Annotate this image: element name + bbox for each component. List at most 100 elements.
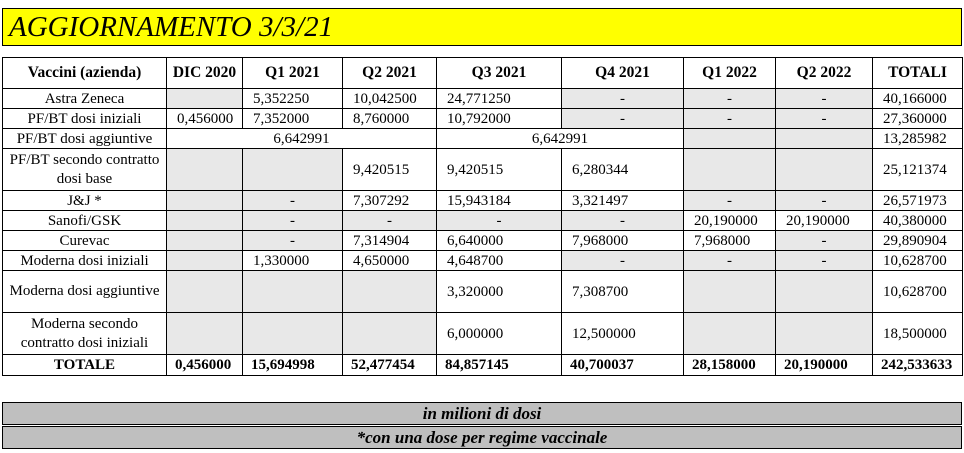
table-cell[interactable]: [242, 312, 343, 355]
table-cell[interactable]: 0,456000: [166, 354, 243, 376]
header-cell[interactable]: Q2 2022: [775, 57, 873, 89]
table-cell[interactable]: 10,628700: [872, 250, 963, 271]
table-cell[interactable]: 20,190000: [775, 354, 873, 376]
table-cell[interactable]: Sanofi/GSK: [2, 210, 167, 231]
table-cell[interactable]: -: [561, 108, 684, 129]
table-cell[interactable]: 5,352250: [242, 88, 343, 109]
table-cell[interactable]: 242,533633: [872, 354, 963, 376]
table-cell[interactable]: 10,792000: [436, 108, 562, 129]
table-cell[interactable]: [683, 270, 776, 313]
table-cell[interactable]: Moderna dosi iniziali: [2, 250, 167, 271]
table-cell[interactable]: 1,330000: [242, 250, 343, 271]
table-cell[interactable]: [242, 148, 343, 191]
table-cell[interactable]: -: [775, 108, 873, 129]
table-cell[interactable]: 25,121374: [872, 148, 963, 191]
table-cell[interactable]: PF/BT dosi aggiuntive: [2, 128, 167, 149]
header-cell[interactable]: TOTALI: [872, 57, 963, 89]
table-cell[interactable]: 26,571973: [872, 190, 963, 211]
table-cell[interactable]: 15,694998: [242, 354, 343, 376]
header-cell[interactable]: Vaccini (azienda): [2, 57, 167, 89]
title-banner[interactable]: AGGIORNAMENTO 3/3/21: [2, 8, 962, 46]
table-cell[interactable]: 7,308700: [561, 270, 684, 313]
table-cell[interactable]: 20,190000: [775, 210, 873, 231]
table-cell[interactable]: Moderna dosi aggiuntive: [2, 270, 167, 313]
table-cell[interactable]: [166, 270, 243, 313]
table-cell[interactable]: [166, 88, 243, 109]
header-cell[interactable]: Q1 2022: [683, 57, 776, 89]
table-cell[interactable]: TOTALE: [2, 354, 167, 376]
table-cell[interactable]: 9,420515: [342, 148, 437, 191]
table-cell[interactable]: 10,042500: [342, 88, 437, 109]
table-cell[interactable]: -: [683, 108, 776, 129]
table-cell[interactable]: [683, 148, 776, 191]
footnote[interactable]: *con una dose per regime vaccinale: [2, 426, 962, 449]
table-cell[interactable]: Moderna secondo contratto dosi iniziali: [2, 312, 167, 355]
table-cell[interactable]: [242, 270, 343, 313]
table-cell[interactable]: 13,285982: [872, 128, 963, 149]
table-cell[interactable]: 12,500000: [561, 312, 684, 355]
table-cell[interactable]: 29,890904: [872, 230, 963, 251]
table-cell[interactable]: [166, 148, 243, 191]
table-cell[interactable]: -: [242, 230, 343, 251]
table-cell[interactable]: 9,420515: [436, 148, 562, 191]
table-cell[interactable]: PF/BT dosi iniziali: [2, 108, 167, 129]
table-cell[interactable]: 28,158000: [683, 354, 776, 376]
table-cell[interactable]: 24,771250: [436, 88, 562, 109]
unit-note[interactable]: in milioni di dosi: [2, 402, 962, 425]
table-cell[interactable]: 7,968000: [561, 230, 684, 251]
table-cell[interactable]: 6,000000: [436, 312, 562, 355]
table-cell[interactable]: 7,968000: [683, 230, 776, 251]
table-cell[interactable]: PF/BT secondo contratto dosi base: [2, 148, 167, 191]
merged-cell[interactable]: 6,642991: [166, 128, 437, 149]
table-cell[interactable]: 7,352000: [242, 108, 343, 129]
table-cell[interactable]: 40,166000: [872, 88, 963, 109]
header-cell[interactable]: DIC 2020: [166, 57, 243, 89]
table-cell[interactable]: 6,640000: [436, 230, 562, 251]
table-cell[interactable]: Curevac: [2, 230, 167, 251]
table-cell[interactable]: [166, 312, 243, 355]
header-cell[interactable]: Q1 2021: [242, 57, 343, 89]
table-cell[interactable]: 3,320000: [436, 270, 562, 313]
table-cell[interactable]: [683, 312, 776, 355]
table-cell[interactable]: [166, 250, 243, 271]
table-cell[interactable]: 7,307292: [342, 190, 437, 211]
table-cell[interactable]: -: [775, 88, 873, 109]
table-cell[interactable]: Astra Zeneca: [2, 88, 167, 109]
table-cell[interactable]: [683, 128, 776, 149]
merged-cell[interactable]: 6,642991: [436, 128, 684, 149]
table-cell[interactable]: [166, 210, 243, 231]
table-cell[interactable]: 6,280344: [561, 148, 684, 191]
header-cell[interactable]: Q2 2021: [342, 57, 437, 89]
header-cell[interactable]: Q4 2021: [561, 57, 684, 89]
table-cell[interactable]: -: [683, 190, 776, 211]
table-cell[interactable]: [166, 230, 243, 251]
table-cell[interactable]: 0,456000: [166, 108, 243, 129]
table-cell[interactable]: -: [436, 210, 562, 231]
table-cell[interactable]: 15,943184: [436, 190, 562, 211]
table-cell[interactable]: [775, 128, 873, 149]
table-cell[interactable]: 8,760000: [342, 108, 437, 129]
table-cell[interactable]: 20,190000: [683, 210, 776, 231]
table-cell[interactable]: 27,360000: [872, 108, 963, 129]
table-cell[interactable]: -: [775, 190, 873, 211]
table-cell[interactable]: [775, 312, 873, 355]
table-cell[interactable]: 3,321497: [561, 190, 684, 211]
table-cell[interactable]: -: [342, 210, 437, 231]
table-cell[interactable]: [775, 270, 873, 313]
table-cell[interactable]: 84,857145: [436, 354, 562, 376]
table-cell[interactable]: 40,380000: [872, 210, 963, 231]
header-cell[interactable]: Q3 2021: [436, 57, 562, 89]
table-cell[interactable]: -: [775, 230, 873, 251]
table-cell[interactable]: -: [242, 190, 343, 211]
table-cell[interactable]: [166, 190, 243, 211]
table-cell[interactable]: 40,700037: [561, 354, 684, 376]
table-cell[interactable]: [775, 148, 873, 191]
table-cell[interactable]: J&J *: [2, 190, 167, 211]
table-cell[interactable]: 7,314904: [342, 230, 437, 251]
table-cell[interactable]: 4,650000: [342, 250, 437, 271]
table-cell[interactable]: -: [775, 250, 873, 271]
table-cell[interactable]: 18,500000: [872, 312, 963, 355]
table-cell[interactable]: 52,477454: [342, 354, 437, 376]
table-cell[interactable]: [342, 270, 437, 313]
table-cell[interactable]: 10,628700: [872, 270, 963, 313]
